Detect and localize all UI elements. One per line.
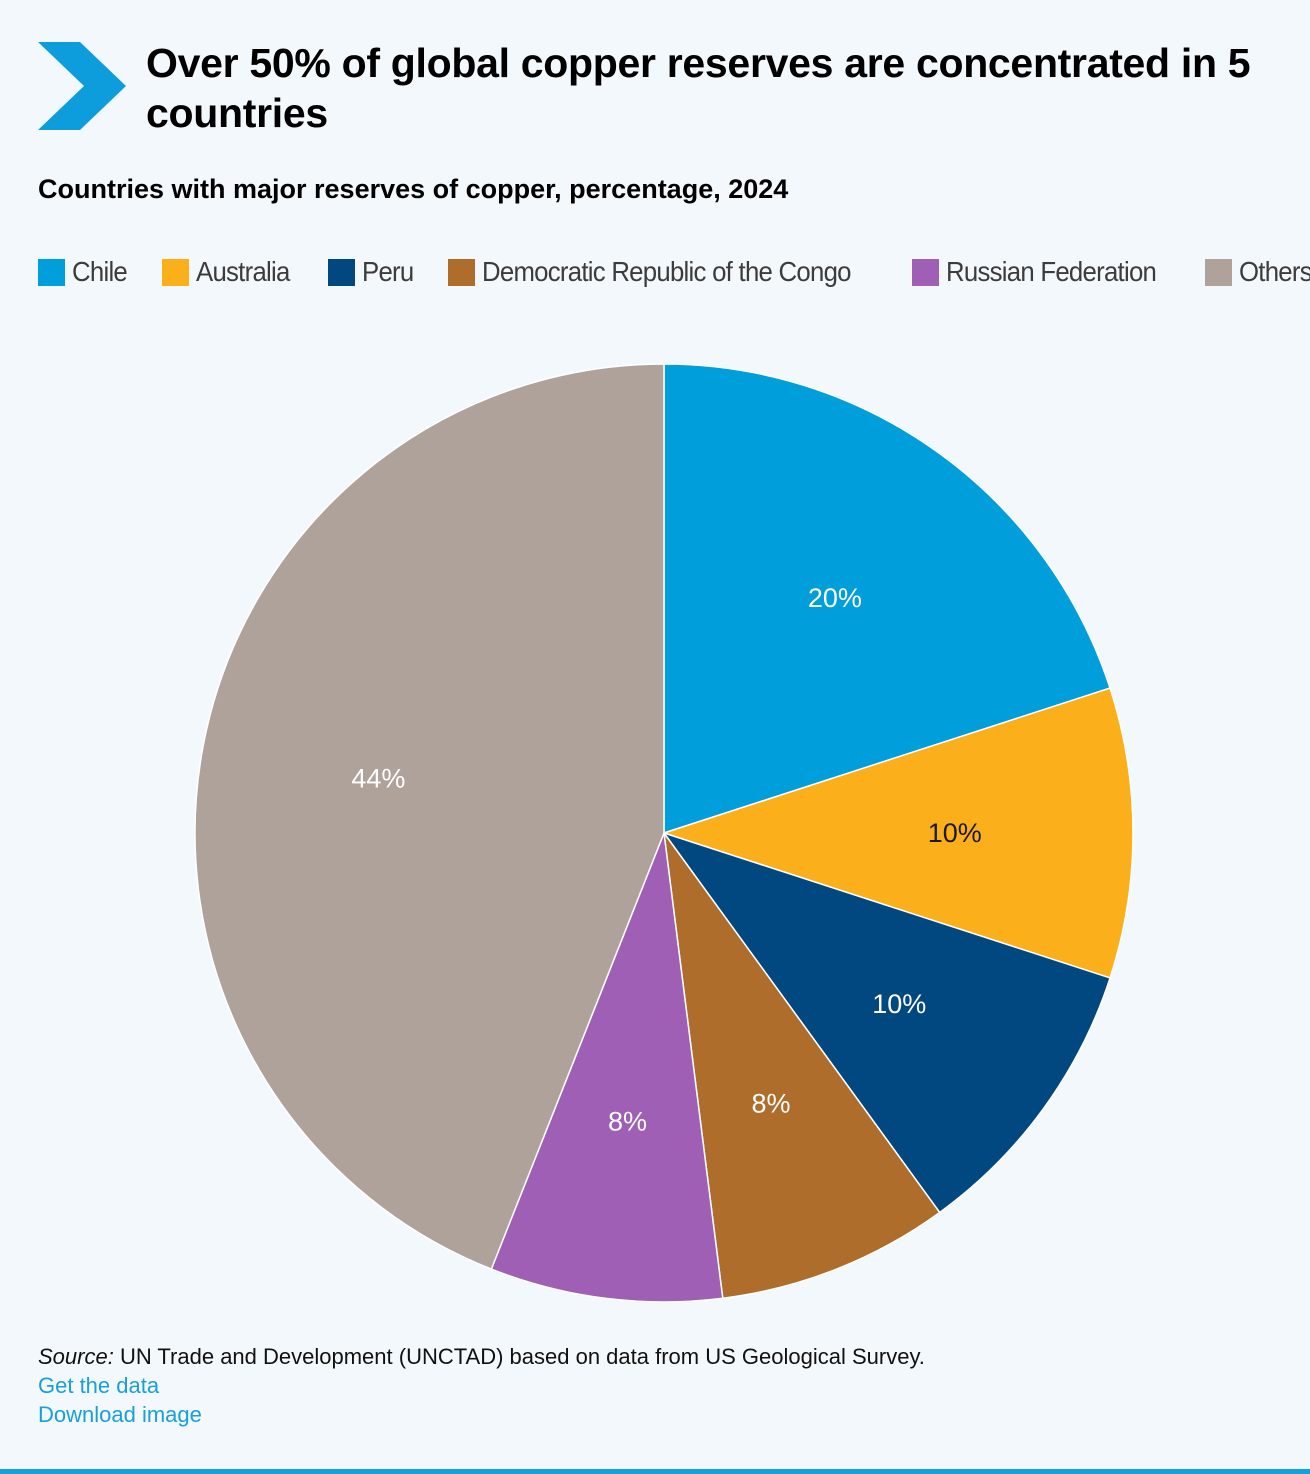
data-label-democratic-republic-of-the-congo: 8% — [752, 1088, 791, 1118]
get-the-data-link[interactable]: Get the data — [38, 1373, 160, 1398]
source-label: Source: — [38, 1344, 114, 1369]
legend-item-chile: Chile — [38, 256, 132, 288]
chart-title: Over 50% of global copper reserves are c… — [146, 40, 1251, 136]
legend-swatch — [447, 258, 475, 286]
legend-item-australia: Australia — [161, 256, 298, 288]
legend-label: Peru — [361, 256, 414, 287]
pie-slice-russian-federation — [490, 832, 724, 1303]
legend-label: Australia — [195, 256, 290, 287]
footer: Source: UN Trade and Development (UNCTAD… — [38, 1342, 925, 1429]
legend-label: Chile — [72, 256, 128, 287]
data-label-australia: 10% — [928, 818, 982, 848]
pie-slice-peru — [662, 831, 1111, 1214]
legend-item-peru: Peru — [327, 256, 418, 288]
bottom-rule — [0, 1469, 1310, 1474]
legend-item-democratic-republic-of-the-congo: Democratic Republic of the Congo — [447, 256, 883, 288]
legend-swatch — [161, 258, 189, 286]
download-image-link[interactable]: Download image — [38, 1402, 202, 1427]
legend-swatch — [38, 258, 65, 286]
chart-subtitle: Countries with major reserves of copper,… — [38, 174, 789, 204]
pie-chart: 20% 10% 10% 8% 8% 44% — [194, 363, 1134, 1303]
data-label-chile: 20% — [808, 583, 862, 613]
legend-swatch — [327, 258, 355, 286]
source-text: UN Trade and Development (UNCTAD) based … — [113, 1344, 925, 1369]
chevron-icon — [38, 42, 126, 130]
source-note: Source: UN Trade and Development (UNCTAD… — [38, 1342, 925, 1371]
legend-swatch — [1204, 258, 1232, 286]
data-label-others: 44% — [351, 764, 405, 794]
data-label-peru: 10% — [872, 989, 926, 1019]
legend-swatch — [912, 258, 940, 286]
data-label-russian-federation: 8% — [608, 1106, 647, 1136]
legend-label: Russian Federation — [946, 256, 1157, 287]
pie-slice-chile — [663, 363, 1111, 835]
legend-label: Democratic Republic of the Congo — [481, 256, 852, 287]
pie-slice-others — [194, 363, 665, 1271]
legend-item-others: Others — [1204, 256, 1310, 288]
legend-item-russian-federation: Russian Federation — [912, 256, 1174, 288]
legend-label: Others — [1238, 256, 1310, 287]
header: Over 50% of global copper reserves are c… — [38, 38, 1278, 138]
pie-slice-australia — [661, 687, 1134, 979]
legend: Chile Australia Peru Democratic Republic of… — [38, 256, 1310, 288]
pie-slice-democratic-republic-of-the-congo — [663, 832, 941, 1300]
